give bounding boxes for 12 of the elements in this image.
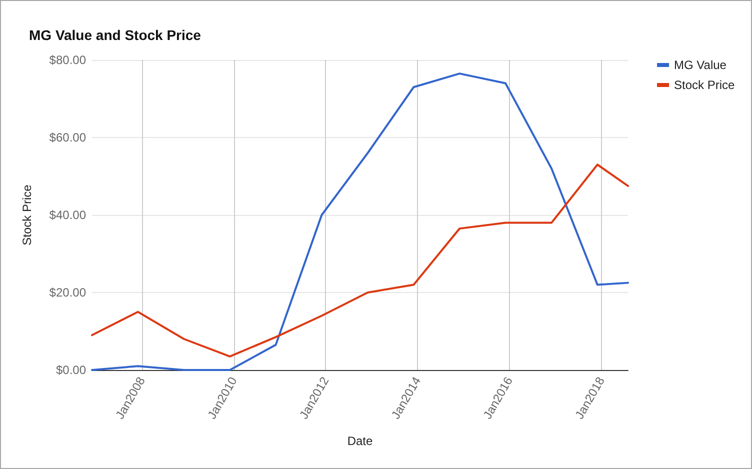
legend-label: MG Value <box>674 58 727 72</box>
x-axis-title: Date <box>347 434 373 448</box>
legend-label: Stock Price <box>674 78 736 92</box>
y-tick-label: $80.00 <box>49 53 86 67</box>
y-tick-label: $0.00 <box>56 363 86 377</box>
line-series <box>91 164 629 358</box>
chart-title: MG Value and Stock Price <box>29 27 202 43</box>
line-series <box>91 72 629 371</box>
y-tick-label: $20.00 <box>49 286 86 300</box>
y-tick-label: $40.00 <box>49 208 86 222</box>
y-tick-label: $60.00 <box>49 130 86 144</box>
y-axis-title: Stock Price <box>20 184 34 246</box>
